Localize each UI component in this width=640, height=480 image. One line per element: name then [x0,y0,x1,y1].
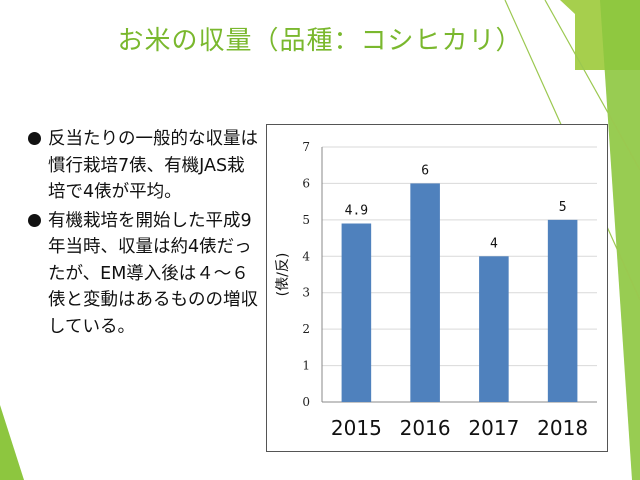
y-tick-label: 4 [302,249,310,263]
bar-chart: 0 1 2 3 4 5 6 7 4.9 2015 6 2016 4 2017 5 2018 (俵/反) [275,140,597,440]
y-tick-label: 6 [302,176,310,190]
y-tick-label: 1 [302,359,310,373]
right-green-stripe [600,0,640,480]
y-tick-label: 2 [302,322,310,336]
bar-2015 [341,223,372,402]
y-tick-label: 5 [302,213,310,227]
slide-title: お米の収量（品種：コシヒカリ） [117,26,523,56]
x-tick-label: 2017 [468,416,519,440]
bullet-item: 反当たりの一般的な収量は慣行栽培7俵、有機JAS栽培で4俵が平均。 [26,126,262,206]
y-tick-label: 3 [302,286,310,300]
chart-frame: 0 1 2 3 4 5 6 7 4.9 2015 6 2016 4 2017 5 2018 (俵/反) [266,124,608,452]
bullet-list: 反当たりの一般的な収量は慣行栽培7俵、有機JAS栽培で4俵が平均。 有機栽培を開… [26,126,262,342]
x-tick-label: 2015 [331,416,382,440]
x-tick-label: 2018 [537,416,588,440]
y-tick-label: 0 [302,395,310,409]
data-label: 5 [559,200,567,215]
data-label: 4 [490,236,498,251]
data-label: 4.9 [345,204,368,219]
bottom-left-green-shape [0,405,24,480]
y-axis-label: (俵/反) [275,253,291,297]
bar-2018 [547,219,578,402]
bar-2016 [410,183,440,402]
bullet-item: 有機栽培を開始した平成9年当時、収量は約4俵だったが、EM導入後は４～６俵と変動… [26,208,262,341]
data-label: 6 [421,163,429,178]
y-tick-label: 7 [302,140,310,154]
x-tick-label: 2016 [400,416,451,440]
bar-2017 [479,256,509,402]
right-thin-line-2 [544,0,640,171]
